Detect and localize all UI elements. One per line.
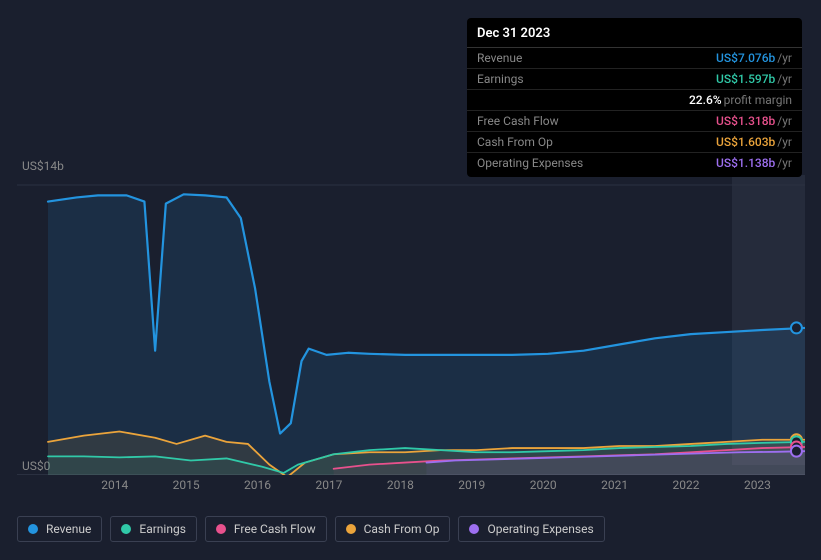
tooltip-row: Revenue US$7.076b/yr [467, 48, 802, 69]
legend-swatch [346, 524, 356, 534]
tooltip-row: Operating Expenses US$1.138b/yr [467, 153, 802, 173]
x-tick: 2022 [673, 478, 700, 492]
tooltip-row: 22.6%profit margin [467, 90, 802, 111]
tooltip-row-label: Revenue [477, 51, 522, 65]
tooltip-row: Cash From Op US$1.603b/yr [467, 132, 802, 153]
tooltip-row: Earnings US$1.597b/yr [467, 69, 802, 90]
x-tick: 2019 [458, 478, 485, 492]
legend-label: Operating Expenses [487, 522, 593, 536]
x-tick: 2020 [530, 478, 557, 492]
x-axis: 2014 2015 2016 2017 2018 2019 2020 2021 2022 2023 [48, 478, 805, 498]
legend-label: Earnings [139, 522, 186, 536]
legend-swatch [216, 524, 226, 534]
x-tick: 2018 [387, 478, 414, 492]
tooltip-row-value: 22.6%profit margin [689, 93, 792, 107]
legend-label: Revenue [46, 522, 91, 536]
tooltip-date: Dec 31 2023 [467, 26, 802, 48]
legend-swatch [121, 524, 131, 534]
legend-label: Free Cash Flow [234, 522, 316, 536]
legend-swatch [28, 524, 38, 534]
x-tick: 2014 [101, 478, 128, 492]
x-tick: 2016 [244, 478, 271, 492]
tooltip-row-label: Cash From Op [477, 135, 553, 149]
x-tick: 2023 [744, 478, 771, 492]
legend-item-cash-from-op[interactable]: Cash From Op [335, 516, 451, 542]
tooltip-row-label: Free Cash Flow [477, 114, 559, 128]
legend-item-earnings[interactable]: Earnings [110, 516, 197, 542]
tooltip-row-value: US$1.318b/yr [716, 114, 792, 128]
chart-plot[interactable] [17, 175, 805, 475]
tooltip-row-value: US$1.603b/yr [716, 135, 792, 149]
legend-item-free-cash-flow[interactable]: Free Cash Flow [205, 516, 327, 542]
x-tick: 2015 [173, 478, 200, 492]
legend-label: Cash From Op [364, 522, 440, 536]
x-tick: 2021 [601, 478, 628, 492]
legend-item-operating-expenses[interactable]: Operating Expenses [458, 516, 604, 542]
chart-legend: Revenue Earnings Free Cash Flow Cash From O… [17, 516, 605, 542]
tooltip-row-value: US$1.597b/yr [716, 72, 792, 86]
x-tick: 2017 [315, 478, 342, 492]
tooltip-row-label: Earnings [477, 72, 524, 86]
tooltip-row-value: US$1.138b/yr [716, 156, 792, 170]
data-tooltip: Dec 31 2023 Revenue US$7.076b/yr Earnings U… [467, 18, 802, 177]
tooltip-row: Free Cash Flow US$1.318b/yr [467, 111, 802, 132]
legend-swatch [469, 524, 479, 534]
tooltip-row-value: US$7.076b/yr [716, 51, 792, 65]
legend-item-revenue[interactable]: Revenue [17, 516, 102, 542]
tooltip-row-label: Operating Expenses [477, 156, 583, 170]
